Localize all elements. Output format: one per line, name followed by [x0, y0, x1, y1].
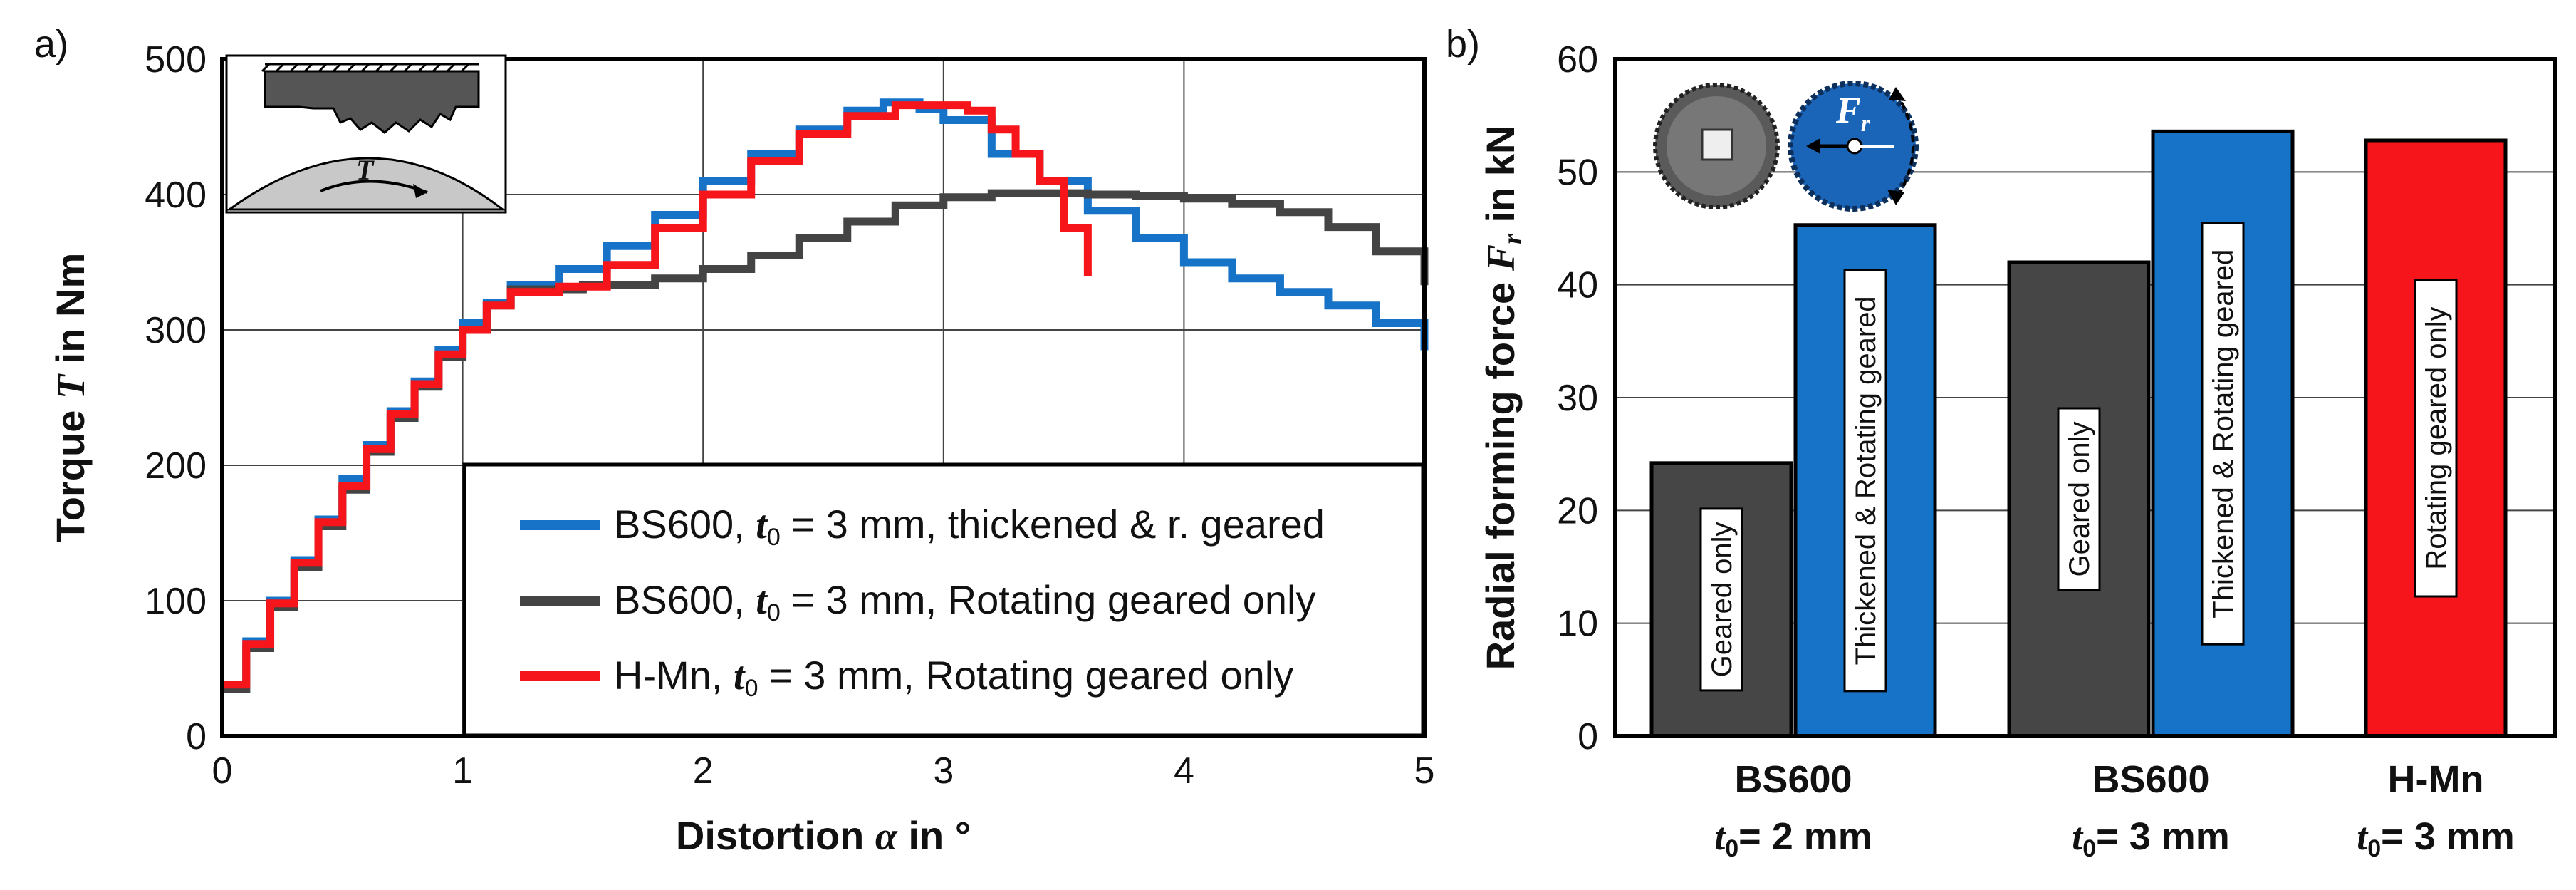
line-chart-y-tick-label: 500 [145, 39, 207, 81]
bar-chart-y-axis-label: Radial forming force Fr in kN [1478, 125, 1528, 671]
line-chart-y-tick-label: 300 [145, 310, 207, 351]
line-chart-y-tick-label: 400 [145, 175, 207, 216]
panel-b-label: b) [1446, 23, 1480, 66]
category-name-label: BS600 [2092, 758, 2209, 801]
line-chart-y-tick-labels: 0 100 200 300 400 500 [145, 39, 207, 757]
inset-torque-symbol: T [356, 154, 375, 186]
legend-entry: H-Mn, t0 = 3 mm, Rotating geared only [614, 653, 1293, 702]
bar-label: Thickened & Rotating geared [1850, 296, 1882, 665]
bar-chart-bars: Geared only Thickened & Rotating geared Ge… [1649, 129, 2508, 738]
line-chart-x-tick-label: 4 [1174, 750, 1194, 792]
bar-chart-y-tick-label: 40 [1557, 265, 1598, 306]
line-chart-x-tick-label: 0 [212, 750, 233, 792]
category-name-label: BS600 [1734, 758, 1852, 801]
curved-workpiece-icon [226, 157, 506, 211]
line-chart-y-tick-label: 200 [145, 445, 207, 487]
line-chart-series [222, 98, 1429, 693]
hatched-tool-icon [261, 63, 479, 73]
line-chart-y-axis-label: Torque T in Nm [48, 253, 93, 543]
line-chart-x-axis-label: Distortion α in ° [676, 813, 971, 859]
bar-label-box [1843, 269, 1887, 693]
bar-chart-y-tick-label: 0 [1578, 716, 1598, 757]
bar-label-box [1699, 507, 1743, 692]
bar-label-box [2414, 279, 2458, 598]
bar-label-box [2201, 222, 2245, 646]
gear-photos-inset: Fr [1653, 81, 1919, 212]
line-chart-legend: BS600, t0 = 3 mm, thickened & r. geared B… [462, 462, 1425, 738]
line-chart-x-tick-label: 5 [1414, 750, 1435, 792]
rotation-arrow-icon [1894, 91, 1914, 201]
inset-force-symbol: Fr [1835, 90, 1871, 137]
line-chart-x-tick-label: 2 [693, 750, 714, 792]
bar-chart-y-tick-label: 60 [1557, 39, 1598, 81]
line-chart-y-tick-label: 100 [145, 581, 207, 622]
category-thickness-label: t0= 3 mm [2357, 815, 2515, 862]
bar-label: Geared only [1706, 522, 1738, 677]
bar-label: Geared only [2064, 422, 2095, 577]
bar-chart-y-tick-label: 30 [1557, 378, 1598, 419]
line-series-1 [222, 98, 1429, 693]
bar-chart-y-tick-label: 50 [1557, 152, 1598, 193]
bar-label-box [2057, 407, 2101, 591]
gear-tool-icon [264, 70, 480, 134]
category-thickness-label: t0= 2 mm [1714, 815, 1872, 862]
bar-chart-y-tick-label: 20 [1557, 490, 1598, 532]
line-chart-x-tick-labels: 0 1 2 3 4 5 [212, 750, 1435, 792]
line-chart-x-tick-label: 1 [452, 750, 473, 792]
bar-chart-category-labels: BS600 t0= 2 mm BS600 t0= 3 mm H-Mn t0= 3 mm [1714, 758, 2515, 862]
line-series-3 [222, 101, 1092, 689]
category-thickness-label: t0= 3 mm [2072, 815, 2230, 862]
category-name-label: H-Mn [2388, 758, 2484, 801]
legend-entry: BS600, t0 = 3 mm, thickened & r. geared [614, 502, 1325, 551]
bar-chart-y-tick-labels: 0 10 20 30 40 50 60 [1557, 39, 1598, 757]
bar-label: Thickened & Rotating geared [2208, 249, 2239, 619]
line-chart-y-tick-label: 0 [186, 716, 207, 757]
legend-entry: BS600, t0 = 3 mm, Rotating geared only [614, 577, 1315, 626]
panel-a-label: a) [34, 23, 68, 66]
bar-chart-y-tick-label: 10 [1557, 604, 1598, 645]
torque-schematic-inset: T [225, 54, 507, 214]
bar-label: Rotating geared only [2421, 306, 2452, 569]
line-chart-x-tick-label: 3 [933, 750, 954, 792]
bar-chart-frame [1613, 57, 2557, 738]
